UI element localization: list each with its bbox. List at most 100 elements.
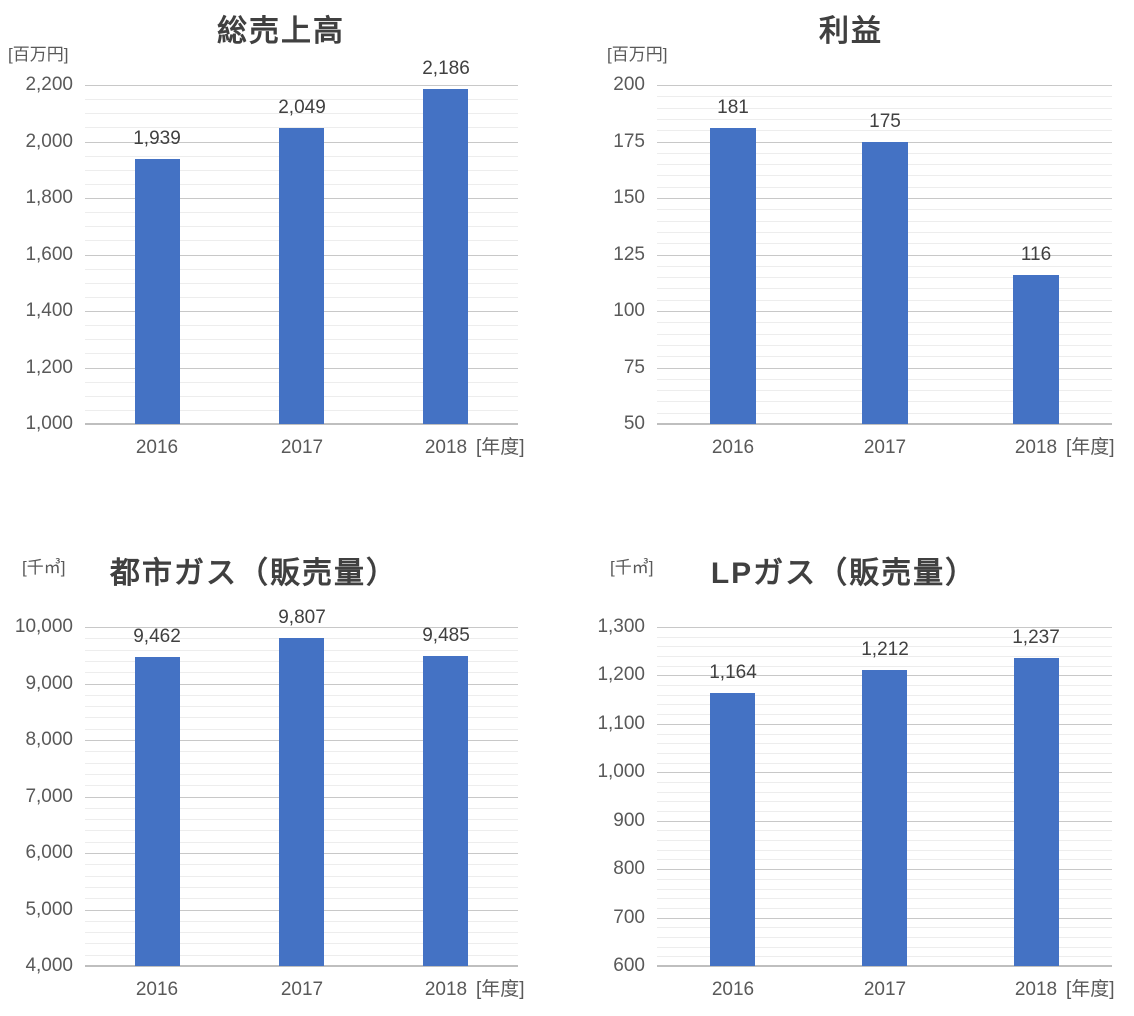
minor-gridline: [657, 96, 1112, 97]
y-axis-tick-label: 1,600: [25, 244, 73, 265]
y-axis-tick-label: 50: [623, 413, 645, 434]
minor-gridline: [657, 666, 1112, 667]
bar-2017: [279, 638, 324, 966]
minor-gridline: [657, 646, 1112, 647]
bar-2016: [135, 657, 180, 966]
y-axis-tick-label: 2,000: [25, 131, 73, 152]
bar-2018: [1014, 658, 1059, 966]
y-axis-unit-label: [百万円]: [8, 45, 69, 64]
x-axis-category-label: 2017: [863, 437, 907, 458]
bar-2018: [423, 89, 468, 424]
bar-2018: [1013, 275, 1059, 424]
x-axis-category-label: 2017: [280, 437, 324, 458]
y-axis-tick-label: 125: [613, 244, 645, 265]
bar-2016: [710, 128, 756, 424]
x-axis-category-label: 2016: [135, 979, 179, 1000]
y-axis-tick-label: 1,800: [25, 187, 73, 208]
bar-data-label: 9,807: [278, 607, 326, 628]
x-axis-unit-label: [年度]: [1066, 979, 1115, 1000]
x-axis-category-label: 2016: [711, 979, 755, 1000]
major-gridline: [85, 85, 518, 86]
y-axis-unit-label: [百万円]: [607, 45, 668, 64]
y-axis-unit-label: [千㎥]: [22, 558, 66, 577]
x-axis-category-label: 2016: [135, 437, 179, 458]
bar-data-label: 1,939: [133, 128, 181, 149]
y-axis-tick-label: 700: [613, 907, 645, 928]
major-gridline: [657, 627, 1112, 628]
y-axis-tick-label: 7,000: [25, 786, 73, 807]
y-axis-tick-label: 75: [623, 357, 645, 378]
y-axis-tick-label: 600: [613, 955, 645, 976]
x-axis-line: [657, 423, 1112, 425]
y-axis-tick-label: 1,000: [25, 413, 73, 434]
y-axis-tick-label: 6,000: [25, 842, 73, 863]
minor-gridline: [657, 108, 1112, 109]
bar-data-label: 2,049: [278, 97, 326, 118]
bar-2018: [423, 656, 468, 966]
y-axis-tick-label: 1,400: [25, 300, 73, 321]
y-axis-tick-label: 10,000: [14, 616, 73, 637]
y-axis-tick-label: 2,200: [25, 74, 73, 95]
y-axis-tick-label: 200: [613, 74, 645, 95]
x-axis-line: [657, 965, 1112, 967]
y-axis-tick-label: 4,000: [25, 955, 73, 976]
minor-gridline: [657, 637, 1112, 638]
x-axis-category-label: 2017: [863, 979, 907, 1000]
x-axis-unit-label: [年度]: [1066, 437, 1115, 458]
y-axis-tick-label: 100: [613, 300, 645, 321]
y-axis-tick-label: 9,000: [25, 673, 73, 694]
bar-2016: [135, 159, 180, 424]
major-gridline: [85, 627, 518, 628]
minor-gridline: [85, 99, 518, 100]
x-axis-category-label: 2018: [1014, 437, 1058, 458]
minor-gridline: [85, 113, 518, 114]
y-axis-tick-label: 5,000: [25, 899, 73, 920]
x-axis-category-label: 2018: [424, 437, 468, 458]
bar-data-label: 1,164: [709, 662, 757, 683]
major-gridline: [657, 85, 1112, 86]
minor-gridline: [657, 119, 1112, 120]
bar-data-label: 9,462: [133, 626, 181, 647]
y-axis-tick-label: 175: [613, 131, 645, 152]
x-axis-line: [85, 965, 518, 967]
minor-gridline: [85, 127, 518, 128]
y-axis-tick-label: 800: [613, 858, 645, 879]
bar-2017: [862, 142, 908, 424]
bar-data-label: 9,485: [422, 625, 470, 646]
y-axis-tick-label: 900: [613, 810, 645, 831]
chart-title: 総売上高: [217, 15, 345, 48]
x-axis-unit-label: [年度]: [476, 979, 525, 1000]
bar-2017: [862, 670, 907, 966]
minor-gridline: [657, 130, 1112, 131]
chart-title: LPガス（販売量）: [710, 557, 978, 590]
y-axis-tick-label: 1,200: [25, 357, 73, 378]
chart-title: 都市ガス（販売量）: [110, 557, 398, 590]
x-axis-category-label: 2018: [1014, 979, 1058, 1000]
y-axis-tick-label: 150: [613, 187, 645, 208]
chart-title: 利益: [819, 15, 883, 48]
minor-gridline: [657, 656, 1112, 657]
bar-data-label: 1,212: [861, 639, 909, 660]
y-axis-tick-label: 1,000: [597, 761, 645, 782]
y-axis-unit-label: [千㎥]: [610, 558, 654, 577]
bar-data-label: 181: [717, 97, 749, 118]
x-axis-category-label: 2017: [280, 979, 324, 1000]
bar-data-label: 2,186: [422, 58, 470, 79]
y-axis-tick-label: 1,200: [597, 664, 645, 685]
bar-data-label: 116: [1020, 244, 1052, 265]
x-axis-line: [85, 423, 518, 425]
y-axis-tick-label: 8,000: [25, 729, 73, 750]
y-axis-tick-label: 1,100: [597, 713, 645, 734]
bar-2017: [279, 128, 324, 424]
bar-data-label: 175: [869, 111, 901, 132]
x-axis-category-label: 2018: [424, 979, 468, 1000]
bar-2016: [710, 693, 755, 966]
x-axis-unit-label: [年度]: [476, 437, 525, 458]
x-axis-category-label: 2016: [711, 437, 755, 458]
y-axis-tick-label: 1,300: [597, 616, 645, 637]
